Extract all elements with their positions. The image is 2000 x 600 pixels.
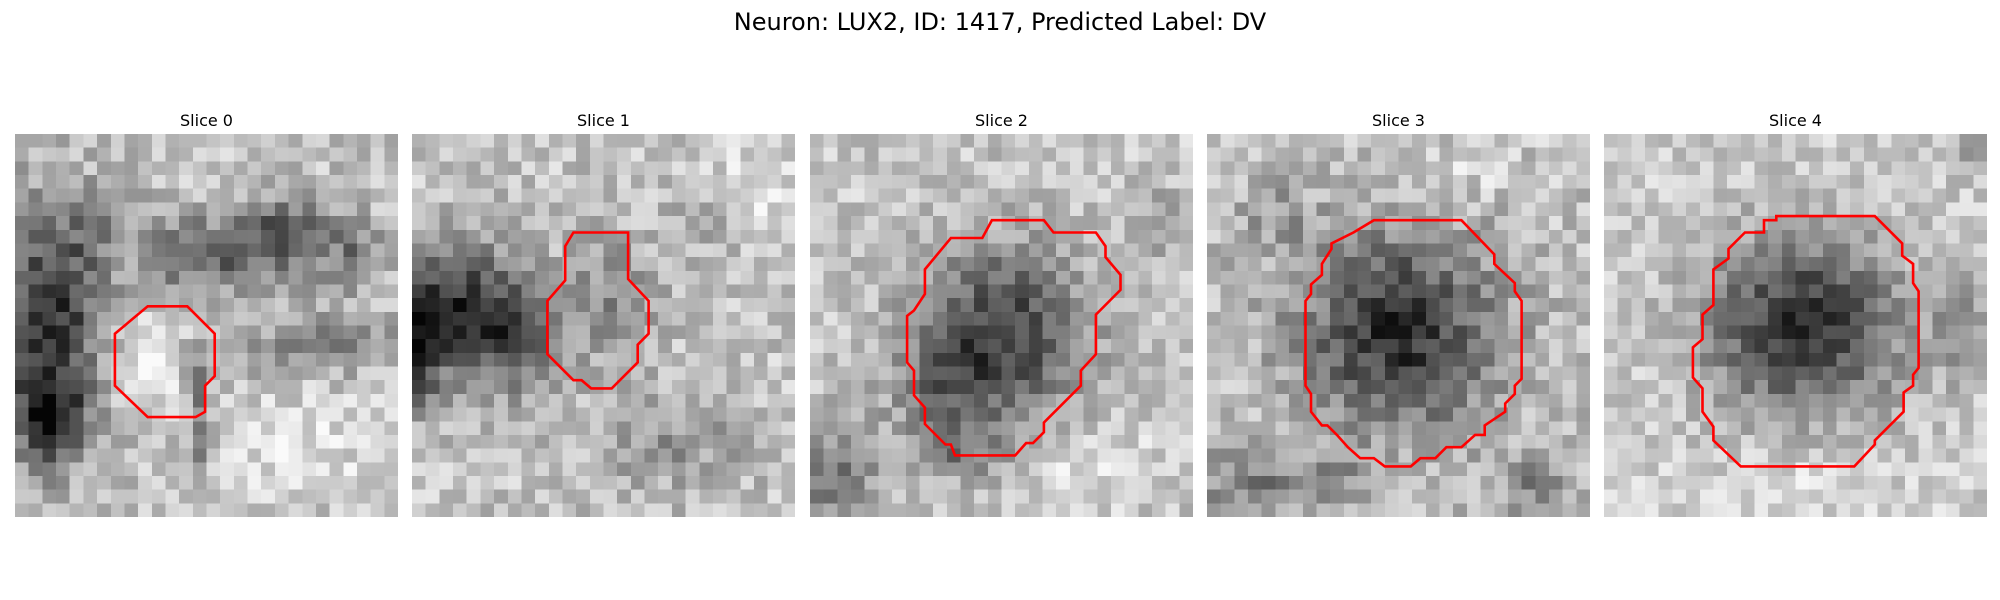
slice-image	[810, 134, 1193, 517]
slice-image	[1207, 134, 1590, 517]
slice-image	[15, 134, 398, 517]
roi-contour	[905, 218, 1122, 457]
roi-contour	[113, 305, 216, 419]
slice-image	[1604, 134, 1987, 517]
slice-title: Slice 2	[975, 111, 1028, 130]
slice-panel: Slice 2	[810, 110, 1193, 517]
slice-panel: Slice 1	[412, 110, 795, 517]
slice-title: Slice 4	[1769, 111, 1822, 130]
slice-panel: Slice 4	[1604, 110, 1987, 517]
slice-title: Slice 0	[180, 111, 233, 130]
slice-panel: Slice 0	[15, 110, 398, 517]
figure-title: Neuron: LUX2, ID: 1417, Predicted Label:…	[733, 8, 1267, 36]
slice-title: Slice 1	[577, 111, 630, 130]
slice-pixels	[15, 134, 398, 517]
roi-contour	[546, 231, 650, 390]
slice-image	[412, 134, 795, 517]
slice-pixels	[810, 134, 1193, 517]
slice-panel: Slice 3	[1207, 110, 1590, 517]
slice-pixels	[412, 134, 795, 517]
roi-contour	[1691, 214, 1920, 468]
slice-title: Slice 3	[1372, 111, 1425, 130]
slice-pixels	[1604, 134, 1987, 517]
slice-pixels	[1207, 134, 1590, 517]
roi-contour	[1304, 218, 1523, 468]
